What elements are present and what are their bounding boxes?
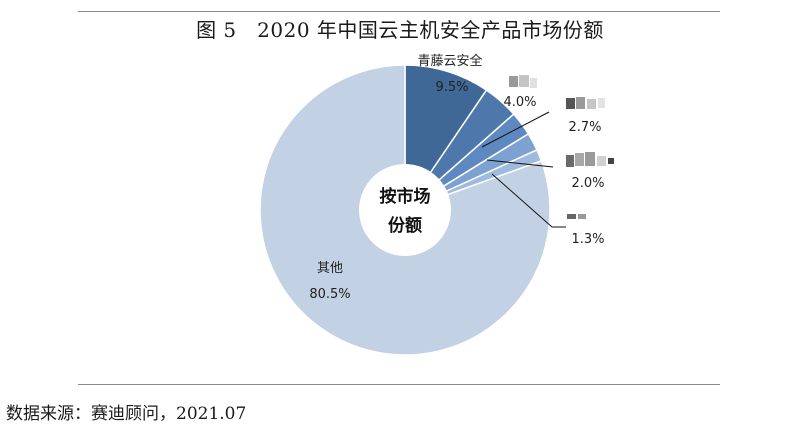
slice-value-label-4: 2.0% xyxy=(571,176,604,191)
source-note: 数据来源：赛迪顾问，2021.07 xyxy=(6,404,247,424)
donut-hole xyxy=(359,164,451,256)
redacted-name-slice-4 xyxy=(566,152,614,167)
center-label-line-1: 按市场 xyxy=(380,186,431,207)
redacted-name-slice-3 xyxy=(566,97,605,109)
slice-name-label-1: 青藤云安全 xyxy=(417,53,482,69)
leader-line-slice-4 xyxy=(486,159,554,168)
leader-line-slice-5 xyxy=(491,173,566,228)
slice-value-label-1: 9.5% xyxy=(435,80,468,95)
labels-group: 青藤云安全 9.5% 4.0% 2.7% 2.0% 1.3% 其他 80.5% xyxy=(309,53,604,302)
slice-value-label-2: 4.0% xyxy=(503,95,536,110)
slice-value-label-3: 2.7% xyxy=(568,120,601,135)
slice-value-label-6: 80.5% xyxy=(309,287,350,302)
slice-value-label-5: 1.3% xyxy=(571,232,604,247)
leader-line-slice-3 xyxy=(481,111,550,148)
center-label-line-2: 份额 xyxy=(388,215,422,236)
redacted-name-slice-2 xyxy=(509,75,537,88)
slice-name-label-6: 其他 xyxy=(317,261,343,276)
bottom-rule xyxy=(78,384,720,385)
top-rule xyxy=(78,11,720,12)
redacted-name-slice-5 xyxy=(567,214,586,219)
figure-title: 图 5 2020 年中国云主机安全产品市场份额 xyxy=(196,18,604,42)
